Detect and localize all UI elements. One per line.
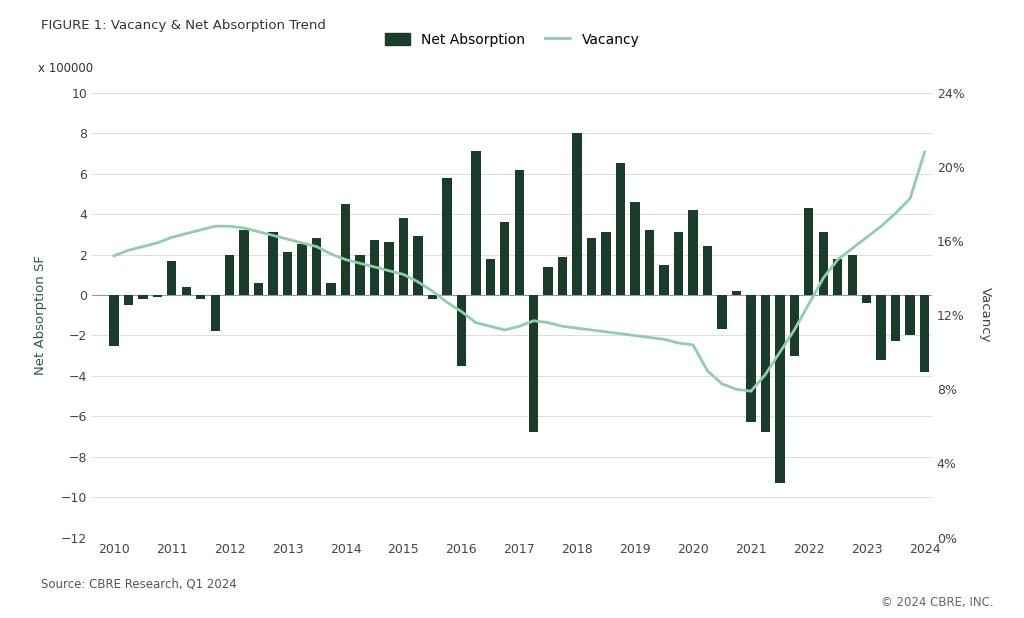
Bar: [659, 265, 669, 295]
Text: © 2024 CBRE, INC.: © 2024 CBRE, INC.: [881, 596, 993, 609]
Bar: [225, 255, 234, 295]
Bar: [674, 232, 683, 295]
Bar: [645, 231, 654, 295]
Bar: [615, 164, 626, 295]
Bar: [471, 151, 480, 295]
Bar: [601, 232, 610, 295]
Bar: [891, 295, 900, 342]
Text: Source: CBRE Research, Q1 2024: Source: CBRE Research, Q1 2024: [41, 577, 237, 590]
Bar: [514, 169, 524, 295]
Bar: [167, 261, 176, 295]
Bar: [702, 247, 712, 295]
Bar: [775, 295, 784, 483]
Bar: [240, 231, 249, 295]
Bar: [297, 244, 307, 295]
Text: FIGURE 1: Vacancy & Net Absorption Trend: FIGURE 1: Vacancy & Net Absorption Trend: [41, 19, 326, 32]
Bar: [398, 218, 409, 295]
Bar: [717, 295, 727, 329]
Legend: Net Absorption, Vacancy: Net Absorption, Vacancy: [380, 28, 644, 51]
Bar: [327, 283, 336, 295]
Bar: [485, 258, 495, 295]
Bar: [384, 242, 393, 295]
Bar: [500, 222, 510, 295]
Bar: [268, 232, 278, 295]
Bar: [211, 295, 220, 331]
Bar: [587, 239, 596, 295]
Bar: [920, 295, 930, 372]
Bar: [544, 266, 553, 295]
Bar: [529, 295, 539, 433]
Bar: [558, 256, 567, 295]
Bar: [746, 295, 756, 422]
Bar: [818, 232, 828, 295]
Bar: [688, 210, 697, 295]
Bar: [254, 283, 263, 295]
Bar: [457, 295, 466, 366]
Bar: [428, 295, 437, 299]
Bar: [804, 208, 813, 295]
Y-axis label: Net Absorption SF: Net Absorption SF: [34, 255, 47, 375]
Bar: [110, 295, 119, 345]
Bar: [312, 239, 322, 295]
Bar: [848, 255, 857, 295]
Bar: [732, 291, 741, 295]
Bar: [905, 295, 914, 336]
Bar: [124, 295, 133, 305]
Text: x 100000: x 100000: [38, 62, 93, 75]
Bar: [790, 295, 799, 355]
Bar: [283, 253, 292, 295]
Bar: [442, 177, 452, 295]
Bar: [138, 295, 147, 299]
Bar: [572, 133, 582, 295]
Bar: [761, 295, 770, 433]
Y-axis label: Vacancy: Vacancy: [979, 287, 991, 343]
Bar: [341, 204, 350, 295]
Bar: [153, 295, 162, 297]
Bar: [414, 236, 423, 295]
Bar: [834, 258, 843, 295]
Bar: [877, 295, 886, 360]
Bar: [370, 240, 379, 295]
Bar: [355, 255, 365, 295]
Bar: [196, 295, 206, 299]
Bar: [631, 202, 640, 295]
Bar: [181, 287, 190, 295]
Bar: [862, 295, 871, 303]
